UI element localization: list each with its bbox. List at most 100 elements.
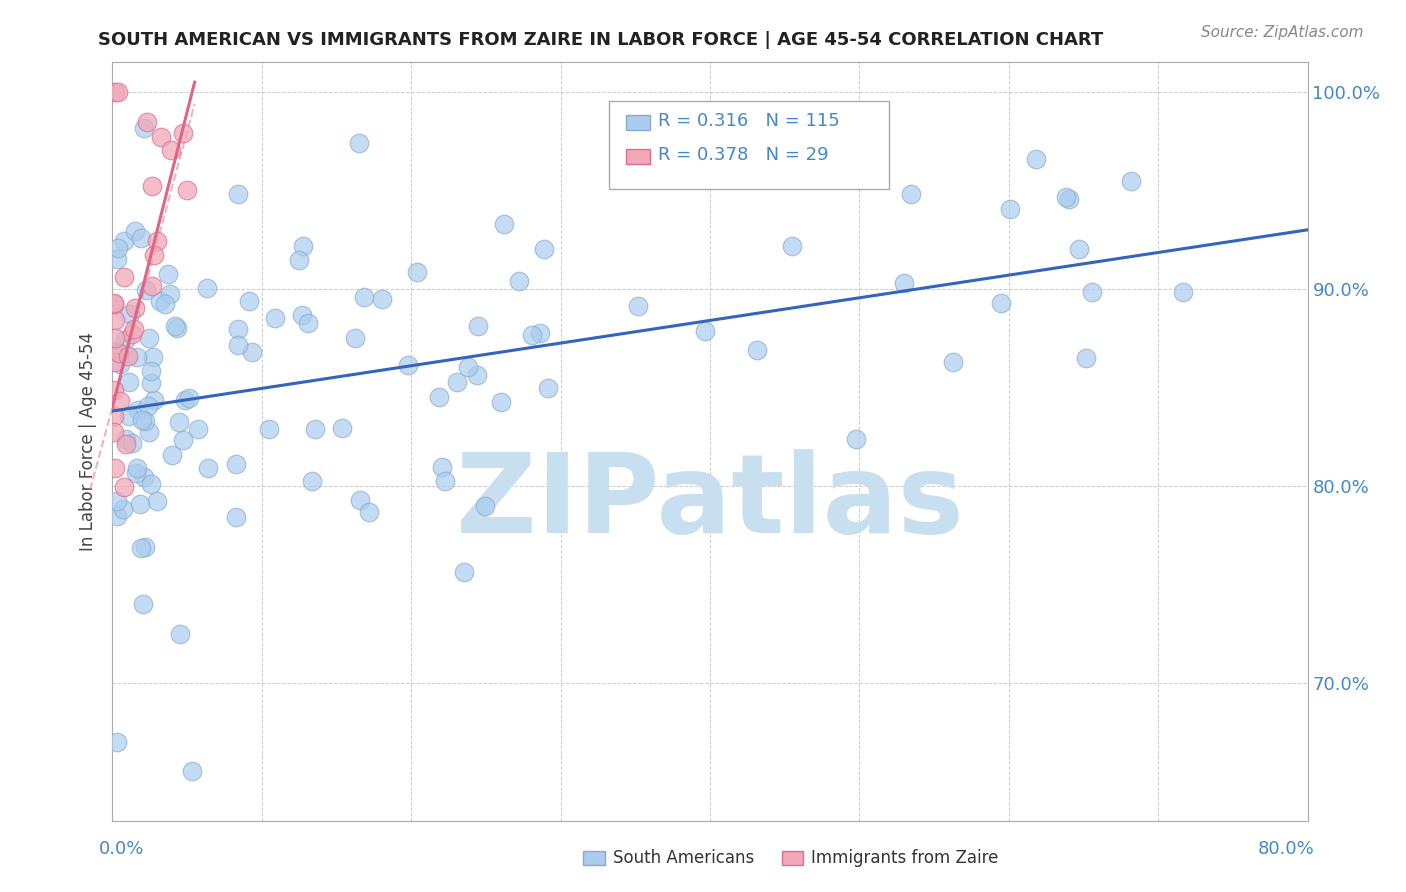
Point: [187, 421, 209, 435]
Point: [745, 343, 768, 357]
Point: [138, 331, 160, 345]
Text: R = 0.316   N = 115: R = 0.316 N = 115: [658, 112, 839, 130]
Point: [120, 307, 142, 321]
Point: [1171, 285, 1194, 299]
Point: [135, 283, 157, 297]
Point: [297, 316, 319, 330]
Point: [169, 626, 191, 640]
Point: [107, 241, 129, 255]
Point: [160, 448, 183, 462]
Point: [141, 376, 163, 390]
Point: [112, 480, 135, 494]
Point: [115, 433, 138, 447]
Point: [176, 183, 198, 197]
Point: [111, 501, 134, 516]
Point: [127, 402, 149, 417]
Point: [446, 375, 468, 389]
Point: [1119, 174, 1142, 188]
Text: 0.0%: 0.0%: [98, 840, 143, 858]
Point: [125, 467, 148, 481]
Point: [125, 460, 148, 475]
Point: [104, 313, 127, 327]
Text: 80.0%: 80.0%: [1258, 840, 1315, 858]
Point: [225, 510, 247, 524]
Point: [1081, 285, 1104, 299]
Point: [141, 178, 163, 193]
Point: [508, 274, 530, 288]
Point: [115, 436, 138, 450]
Point: [143, 248, 166, 262]
Point: [105, 509, 128, 524]
Point: [457, 359, 479, 374]
Point: [146, 494, 169, 508]
Point: [520, 328, 543, 343]
Point: [108, 357, 131, 371]
Point: [103, 425, 125, 440]
Point: [291, 238, 314, 252]
Point: [301, 475, 323, 489]
Point: [330, 421, 353, 435]
Text: Immigrants from Zaire: Immigrants from Zaire: [811, 849, 998, 867]
Point: [465, 368, 488, 383]
Point: [353, 290, 375, 304]
Point: [104, 461, 127, 475]
Point: [533, 243, 555, 257]
Point: [1057, 192, 1080, 206]
Point: [427, 390, 450, 404]
Point: [129, 231, 152, 245]
Point: [121, 326, 143, 341]
Point: [131, 413, 153, 427]
Point: [433, 474, 456, 488]
Point: [114, 333, 136, 347]
Point: [998, 202, 1021, 216]
Point: [118, 376, 141, 390]
Point: [941, 355, 963, 369]
Point: [117, 349, 139, 363]
Point: [1074, 351, 1097, 365]
Point: [242, 345, 264, 359]
Point: [492, 217, 515, 231]
Point: [226, 337, 249, 351]
Point: [1067, 243, 1090, 257]
Point: [174, 392, 197, 407]
Point: [103, 383, 125, 397]
Point: [225, 457, 247, 471]
Point: [291, 308, 314, 322]
Point: [105, 252, 128, 266]
Point: [105, 735, 128, 749]
Point: [172, 433, 194, 447]
Point: [990, 296, 1012, 310]
Point: [238, 294, 260, 309]
Point: [141, 364, 163, 378]
Point: [108, 346, 131, 360]
Point: [167, 415, 190, 429]
Point: [197, 461, 219, 475]
Point: [110, 393, 132, 408]
Point: [112, 269, 135, 284]
Point: [536, 381, 558, 395]
Point: [105, 494, 128, 508]
Point: [467, 319, 489, 334]
Point: [104, 355, 127, 369]
Point: [141, 279, 163, 293]
Point: [124, 301, 146, 315]
Point: [226, 186, 249, 201]
Point: [845, 432, 868, 446]
Point: [143, 392, 166, 407]
Point: [343, 330, 366, 344]
Point: [129, 497, 152, 511]
Text: Source: ZipAtlas.com: Source: ZipAtlas.com: [1201, 25, 1364, 40]
Point: [172, 126, 194, 140]
Point: [141, 476, 163, 491]
Point: [304, 422, 326, 436]
Point: [195, 280, 218, 294]
Point: [104, 330, 127, 344]
Point: [792, 156, 814, 170]
Text: SOUTH AMERICAN VS IMMIGRANTS FROM ZAIRE IN LABOR FORCE | AGE 45-54 CORRELATION C: SOUTH AMERICAN VS IMMIGRANTS FROM ZAIRE …: [98, 31, 1104, 49]
Point: [900, 186, 922, 201]
Point: [177, 391, 200, 405]
Point: [491, 394, 513, 409]
Point: [180, 764, 202, 779]
Point: [118, 409, 141, 423]
Point: [893, 276, 915, 290]
